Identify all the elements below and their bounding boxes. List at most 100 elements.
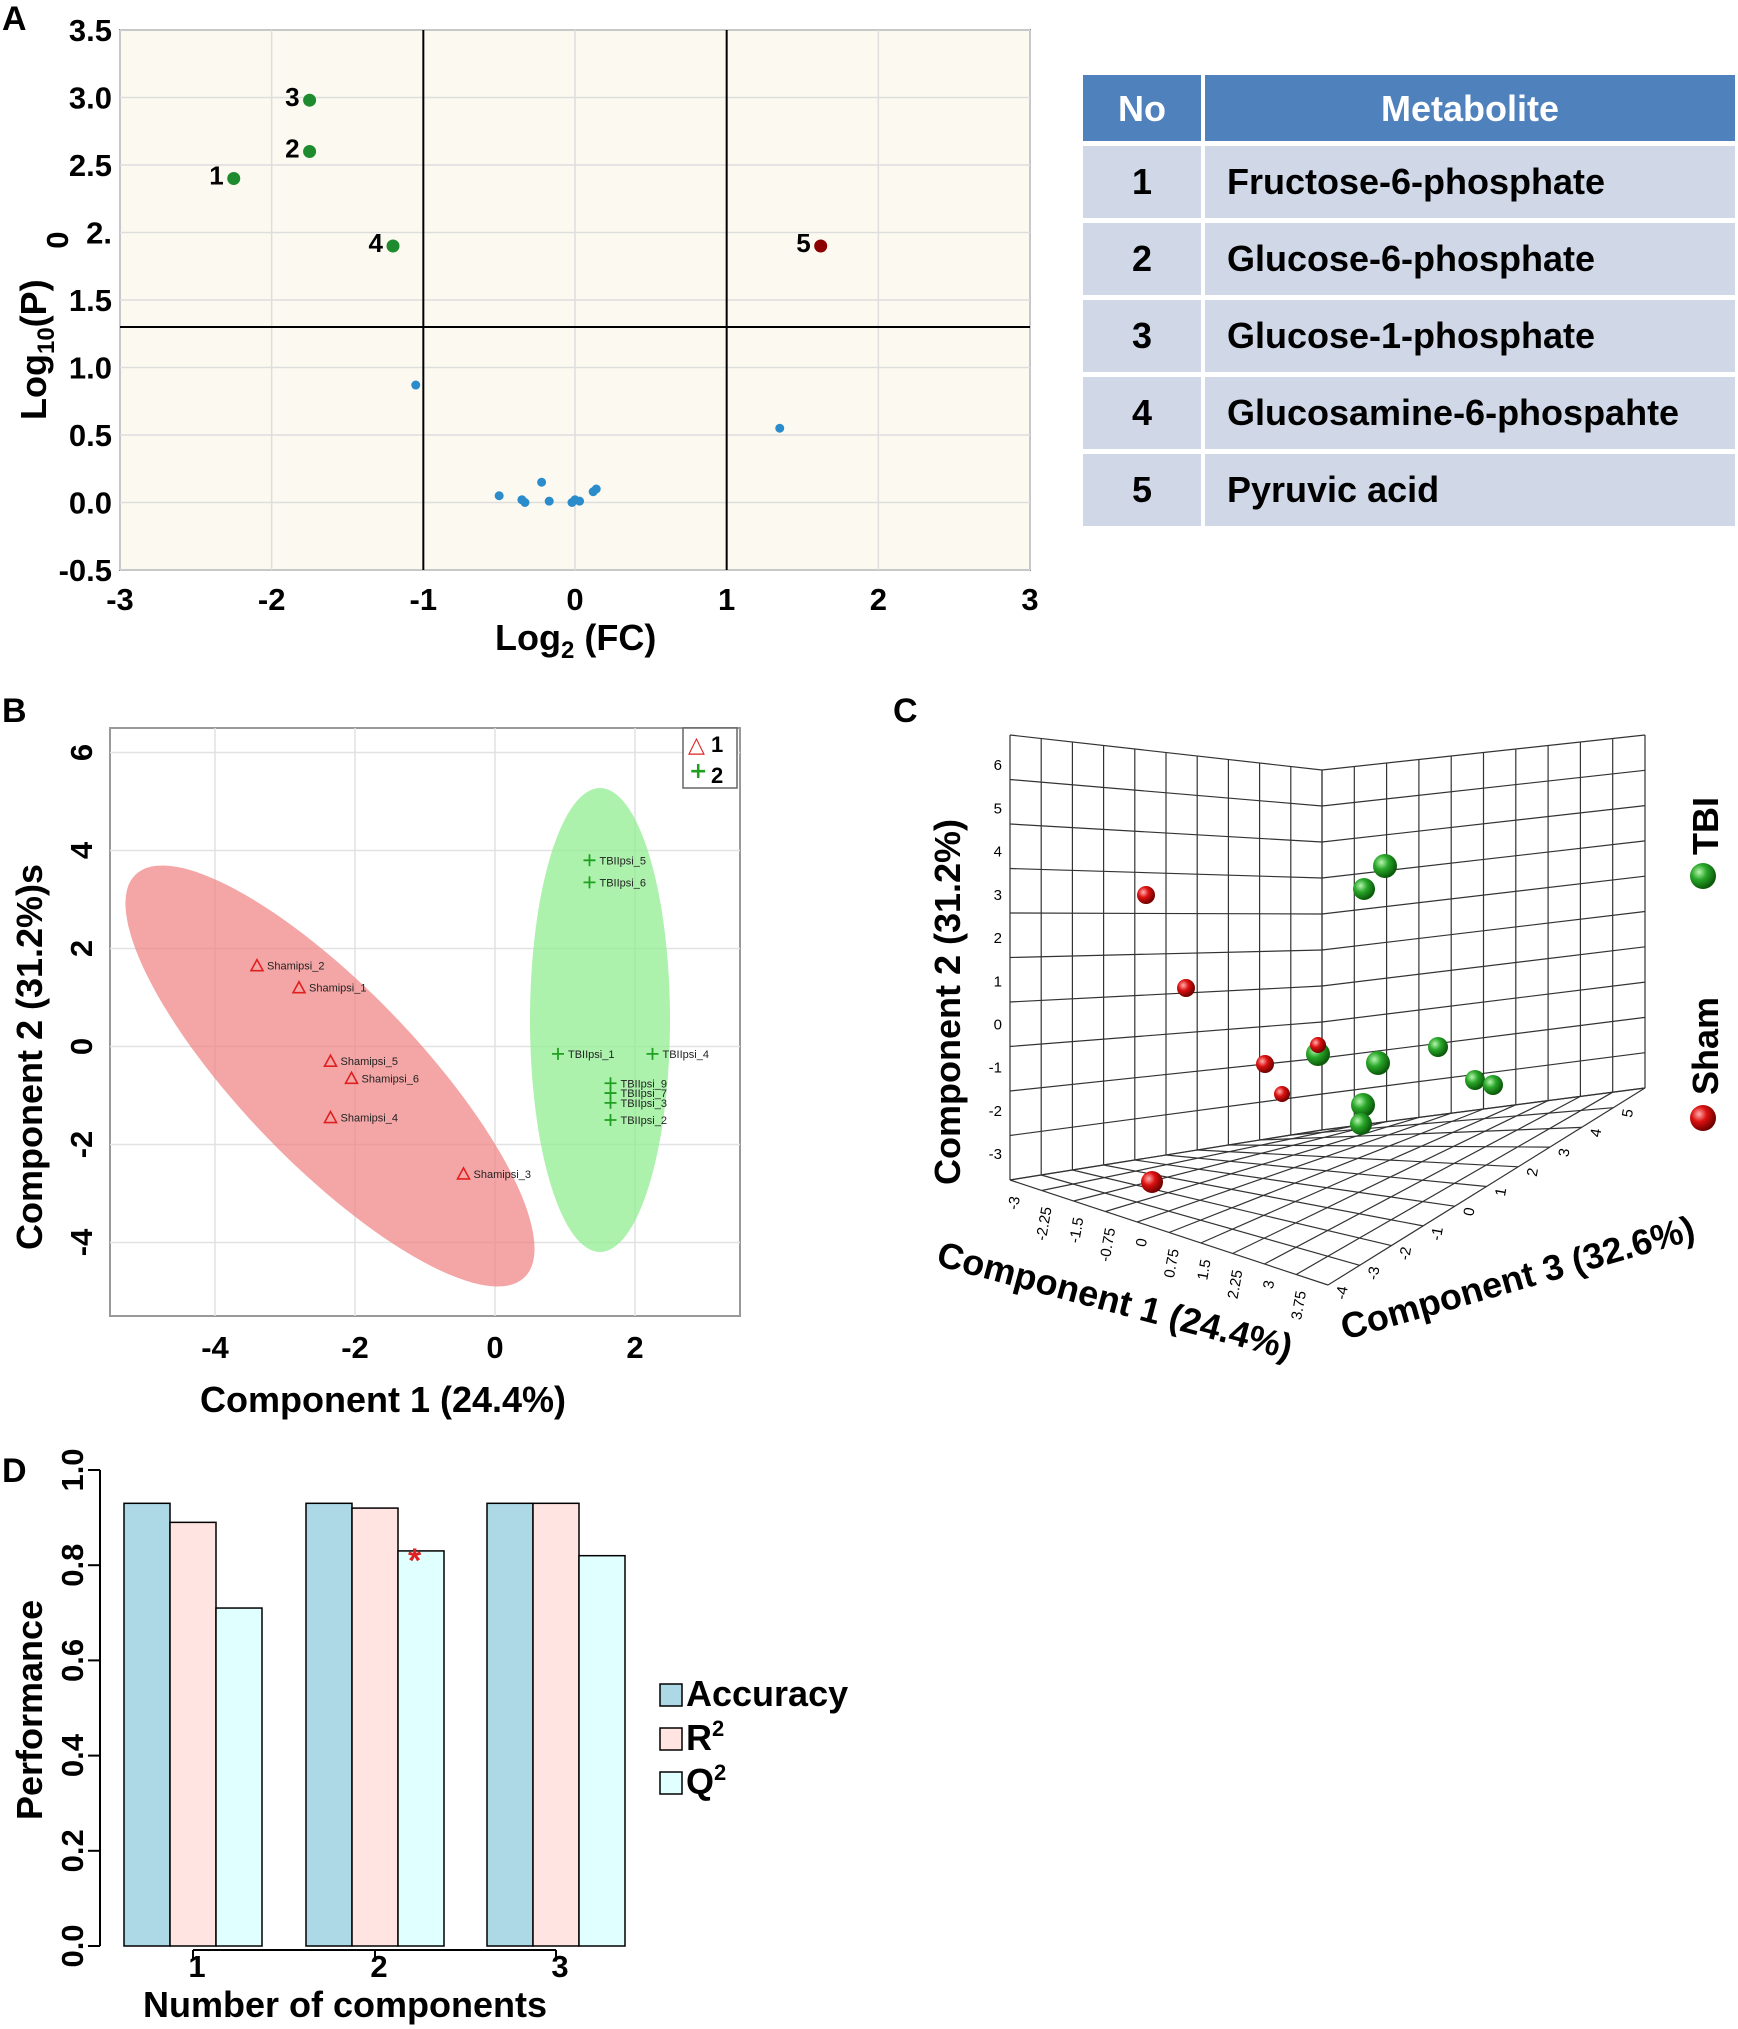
legend-accuracy-swatch <box>659 1683 683 1707</box>
panel-d: D 0.0 0.2 0.4 0.6 0.8 1.0 1 2 3 * Accuracy R2 Q2… <box>2 1448 848 2025</box>
legend-label-2: 2 <box>711 763 723 788</box>
volcano-point-4 <box>386 239 400 253</box>
volcano-y-tick-label: 0.5 <box>69 418 112 453</box>
volcano-y-tick-label: 1.5 <box>69 283 112 318</box>
floor-gridline-a <box>1290 1107 1614 1136</box>
tbi-sample-label: TBIIpsi_7 <box>621 1088 667 1100</box>
table-row-no-cell <box>1083 454 1201 526</box>
bar-q-1 <box>215 1607 263 1947</box>
3d-z-tick-label: -4 <box>1333 1285 1352 1301</box>
floor-gridline-b <box>1200 1104 1517 1244</box>
left-wall-gridline-h <box>1009 1021 1323 1048</box>
volcano-x-tick-label: 3 <box>1021 582 1038 617</box>
sham-sample-marker <box>344 1070 359 1085</box>
pca-y-tick-label: -4 <box>64 1228 99 1256</box>
panel-letter-d: D <box>2 1452 27 1490</box>
volcano-x-tick-label: -3 <box>106 582 134 617</box>
volcano-point-3 <box>303 93 317 107</box>
3d-z-axis-title: Component 3 (32.6%) <box>1336 1207 1699 1347</box>
performance-y-tick-label: 0.4 <box>55 1733 90 1777</box>
performance-y-tick-label: 0.8 <box>55 1544 90 1587</box>
volcano-y-ticks: 3.5 3.0 2.5 2. 1.5 1.0 0.5 0.0 -0.5 0 <box>40 13 112 588</box>
sham-sphere <box>1177 979 1195 997</box>
3d-z-tick-label: 5 <box>1619 1108 1637 1119</box>
floor-gridline-b <box>1327 1087 1646 1286</box>
table-row-metabolite-cell <box>1205 454 1735 526</box>
pca-x-ticks: -4 -2 0 2 <box>201 1330 643 1365</box>
volcano-point-label: 4 <box>369 228 384 258</box>
sham-sphere <box>1310 1037 1326 1053</box>
volcano-point <box>775 423 785 433</box>
performance-y-tick-label: 0.2 <box>55 1829 90 1872</box>
sham-sample-marker <box>456 1166 471 1180</box>
3d-z-tick-label: 2 <box>1524 1167 1542 1178</box>
volcano-point <box>591 484 601 494</box>
floor-gridline-a <box>1259 1126 1582 1141</box>
volcano-y-axis-title: Log10(P) <box>13 279 60 420</box>
3d-y-tick-label: -2 <box>989 1103 1002 1120</box>
pca-y-tick-label: 0 <box>64 1038 99 1055</box>
sham-sample-marker <box>323 1053 338 1067</box>
pca-points: Shamipsi_2 Shamipsi_1 Shamipsi_5 Shamipsi_6… <box>249 854 709 1181</box>
legend-q2-swatch <box>659 1771 683 1795</box>
volcano-point-label: 1 <box>209 161 223 191</box>
table-row-no-cell <box>1083 377 1201 449</box>
3d-y-tick-label: 6 <box>994 757 1002 774</box>
legend-accuracy-label: Accuracy <box>686 1673 848 1714</box>
3d-x-ticks: -3 -2.25 -1.5 -0.75 0 0.75 1.5 2.25 3 3.75 <box>1005 1195 1310 1321</box>
bar-accuracy-1 <box>123 1502 171 1947</box>
volcano-point-5 <box>814 239 828 253</box>
volcano-point-1 <box>227 172 241 185</box>
table-header-metabolite: Metabolite <box>1381 88 1559 129</box>
pca-y-tick-label: 4 <box>64 841 99 859</box>
volcano-point-label: 2 <box>285 134 299 164</box>
legend-label-1: 1 <box>711 732 723 757</box>
tbi-sample-label: TBIIpsi_1 <box>568 1049 614 1061</box>
3d-y-tick-label: 2 <box>994 930 1002 947</box>
metabolite-table: No Metabolite 1 Fructose-6-phosphate 2 Glucos… <box>1083 75 1735 526</box>
sham-sphere <box>1141 1171 1163 1193</box>
bar-r-3 <box>532 1502 580 1947</box>
tbi-sphere <box>1373 854 1397 878</box>
3d-grid <box>1009 734 1646 1286</box>
left-wall-gridline-h <box>1009 949 1323 959</box>
volcano-point-label: 3 <box>285 82 299 112</box>
table-row-no: 3 <box>1132 315 1152 356</box>
table-row-metabolite: Glucose-1-phosphate <box>1227 315 1595 356</box>
tbi-sample-label: TBIIpsi_3 <box>621 1098 667 1110</box>
volcano-point <box>411 380 421 390</box>
tbi-sample-label: TBIIpsi_5 <box>600 855 646 867</box>
table-row-metabolite: Glucosamine-6-phospahte <box>1227 392 1679 433</box>
floor-gridline-b <box>1264 1095 1581 1265</box>
pca-y-tick-label: 6 <box>64 744 99 761</box>
volcano-y-tick-label: 0.0 <box>69 486 112 521</box>
legend-tbi-label: TBI <box>1685 797 1726 855</box>
table-row-metabolite: Fructose-6-phosphate <box>1227 161 1605 202</box>
pca-y-axis-title: Component 2 (31.2%)s <box>9 864 50 1250</box>
3d-x-tick-label: 2.25 <box>1225 1268 1247 1300</box>
tbi-confidence-ellipse <box>530 788 670 1252</box>
legend-sham-label: Sham <box>1685 997 1726 1095</box>
volcano-point <box>537 477 547 487</box>
3d-y-tick-label: 3 <box>994 887 1002 904</box>
table-row-no-cell <box>1083 223 1201 295</box>
performance-y-tick-label: 0.0 <box>55 1924 90 1967</box>
volcano-point <box>575 496 585 506</box>
volcano-y-tick-label: 3.5 <box>69 13 112 48</box>
panel-a: A 3.5 3.0 2.5 2. 1.5 1.0 0.5 0.0 -0.5 0 -3 -2 -1 0 1 2… <box>2 0 1039 664</box>
floor-gridline-a <box>1197 1149 1519 1168</box>
table-row-no-cell <box>1083 146 1201 218</box>
legend-sham-sphere <box>1690 1105 1716 1131</box>
bar-q-3 <box>578 1554 626 1947</box>
3d-x-tick-label: -2.25 <box>1033 1205 1056 1242</box>
sham-sample-label: Shamipsi_3 <box>474 1169 531 1181</box>
tbi-sample-marker <box>604 1114 617 1126</box>
table-row-no: 5 <box>1132 469 1152 510</box>
table-header-no-cell <box>1083 75 1201 141</box>
3d-y-tick-label: -3 <box>989 1146 1002 1163</box>
volcano-x-tick-label: 1 <box>718 582 735 617</box>
tbi-sphere <box>1465 1070 1485 1090</box>
tbi-sample-marker <box>583 876 596 889</box>
